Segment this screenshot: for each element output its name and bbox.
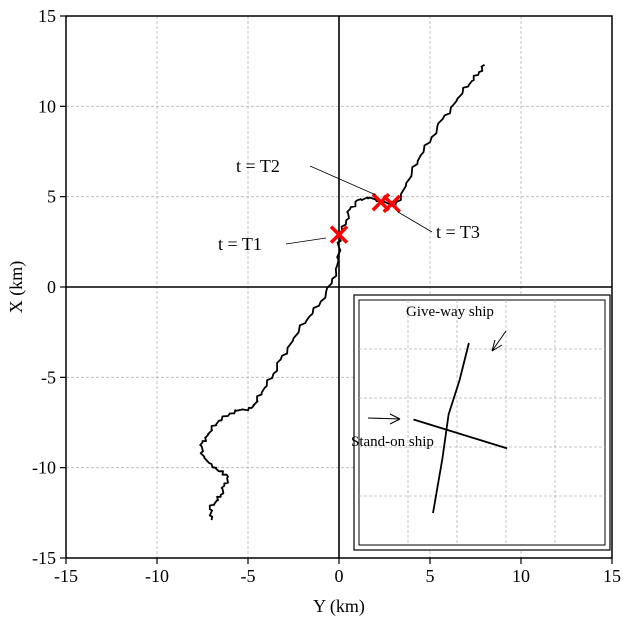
inset-frame-inner xyxy=(358,299,606,546)
annotation-label: t = T3 xyxy=(436,222,480,242)
x-tick-label: -10 xyxy=(145,566,169,586)
inset: Give-way ship Stand-on ship xyxy=(351,294,611,551)
inset-label-give-way: Give-way ship xyxy=(406,304,494,320)
inset-arrow-give-way xyxy=(491,330,507,352)
ticks xyxy=(60,15,613,564)
inset-arrows xyxy=(367,330,507,425)
inset-label-stand-on: Stand-on ship xyxy=(351,434,434,450)
markers-layer: t = T1 t = T2 t = T3 xyxy=(218,156,480,254)
inset-arrow-stand-on xyxy=(367,413,401,425)
y-tick-label: 0 xyxy=(47,277,56,297)
series-layer xyxy=(199,64,486,521)
inset-line xyxy=(432,342,470,514)
y-axis-label: X (km) xyxy=(6,261,27,314)
y-tick-label: -10 xyxy=(32,458,56,478)
y-tick-label: 15 xyxy=(38,6,56,26)
x-tick-label: 5 xyxy=(426,566,435,586)
annotation-leader xyxy=(309,165,377,196)
zero-axes xyxy=(66,16,612,558)
x-tick-label: -15 xyxy=(54,566,78,586)
annotation-leader xyxy=(285,237,327,245)
x-tick-label: -5 xyxy=(241,566,256,586)
tick-labels: -15 -10 -5 0 5 10 15 -15 -10 -5 0 5 10 15 xyxy=(32,6,621,586)
marker-x-stroke xyxy=(382,194,402,214)
x-tick-label: 15 xyxy=(603,566,621,586)
x-axis-label: Y (km) xyxy=(313,596,365,617)
marker-x-stroke xyxy=(329,225,349,244)
annotation-leader xyxy=(397,211,433,233)
inset-frame-outer xyxy=(353,294,611,551)
y-tick-label: -5 xyxy=(41,367,56,387)
inset-line xyxy=(413,418,508,450)
x-tick-label: 10 xyxy=(512,566,530,586)
inset-grid xyxy=(359,300,605,545)
inset-lines xyxy=(413,342,508,514)
annotation-label: t = T1 xyxy=(218,234,262,254)
y-tick-label: 10 xyxy=(38,96,56,116)
y-tick-label: -15 xyxy=(32,548,56,568)
y-tick-label: 5 xyxy=(47,187,56,207)
annotation-label: t = T2 xyxy=(236,156,280,176)
x-tick-label: 0 xyxy=(335,566,344,586)
trajectory-line xyxy=(199,64,486,521)
